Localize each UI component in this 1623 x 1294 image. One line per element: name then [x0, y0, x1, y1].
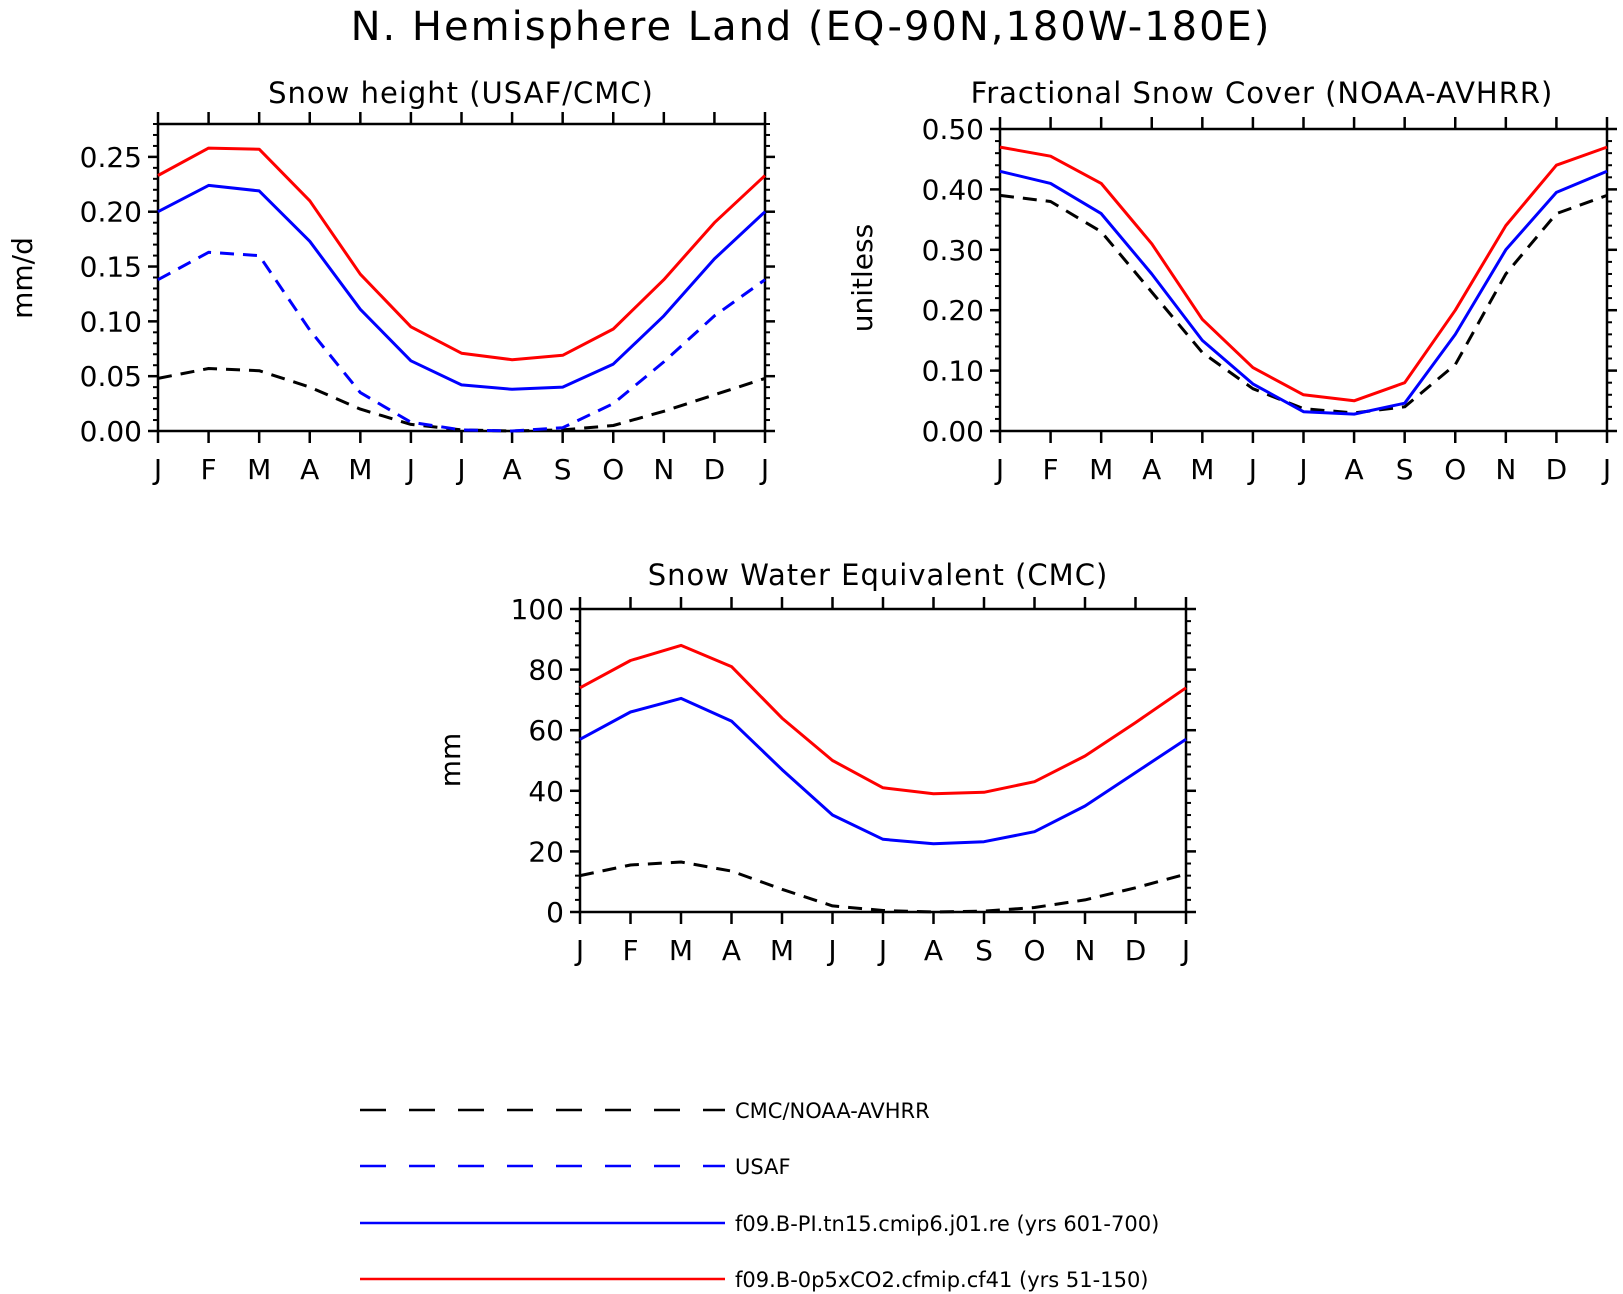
x-tick-label: J: [1247, 453, 1257, 486]
x-tick-label: N: [1495, 453, 1516, 486]
panel-title-fractional-snow-cover: Fractional Snow Cover (NOAA-AVHRR): [971, 76, 1554, 110]
panel-snow-water-equivalent: Snow Water Equivalent (CMC) mm 0 20 40 60 80…: [434, 558, 1196, 967]
series-line-f09-b-0p5xco2-cfmip-cf41-yrs-51-150: [157, 146, 767, 362]
y-tick-label: 0.15: [80, 251, 142, 284]
x-tick-label: A: [924, 934, 943, 967]
x-tick-label: J: [405, 453, 415, 486]
y-tick-label: 80: [528, 654, 564, 687]
y-tick-label: 0.05: [80, 360, 142, 393]
x-tick-label: M: [1190, 453, 1214, 486]
x-tick-label: J: [826, 934, 836, 967]
x-tick-label: A: [722, 934, 741, 967]
series-line-f09-b-pi-tn15-cmip6-j01-re-yrs-601-700: [579, 696, 1187, 846]
x-tick-label: A: [1345, 453, 1364, 486]
ylabel-snow-water-equivalent: mm: [434, 733, 467, 788]
series-line-cmc-noaa-avhrr: [999, 193, 1608, 415]
x-tick-label: J: [994, 453, 1004, 486]
x-tick-label: M: [348, 453, 372, 486]
legend-entry: f09.B-0p5xCO2.cfmip.cf41 (yrs 51-150): [360, 1268, 1149, 1292]
y-tick-label: 60: [528, 714, 564, 747]
plot-snow-height: 0.000.050.100.150.200.25J F M A M J J A S O N D J: [80, 112, 775, 486]
panel-snow-height: Snow height (USAF/CMC) mm/d 0.00 0.05 0.10…: [6, 76, 775, 486]
panel-title-snow-water-equivalent: Snow Water Equivalent (CMC): [648, 558, 1109, 592]
x-tick-label: A: [300, 453, 319, 486]
ylabel-fractional-snow-cover: unitless: [846, 224, 879, 332]
y-tick-label: 0.50: [922, 113, 984, 146]
y-tick-label: 0.10: [80, 305, 142, 338]
x-tick-label: M: [770, 934, 794, 967]
y-tick-label: 0.10: [922, 355, 984, 388]
y-tick-label: 20: [528, 835, 564, 868]
x-tick-label: J: [1297, 453, 1307, 486]
panel-title-snow-height: Snow height (USAF/CMC): [268, 76, 654, 110]
panel-fractional-snow-cover: Fractional Snow Cover (NOAA-AVHRR) unitl…: [846, 76, 1617, 486]
x-tick-label: N: [1075, 934, 1096, 967]
x-tick-label: A: [503, 453, 522, 486]
series-line-usaf: [157, 250, 766, 433]
x-tick-label: J: [1180, 934, 1190, 967]
series-line-f09-b-0p5xco2-cfmip-cf41-yrs-51-150: [999, 145, 1608, 403]
y-tick-label: 0: [546, 896, 564, 929]
series-line-f09-b-pi-tn15-cmip6-j01-re-yrs-601-700: [999, 169, 1608, 416]
series-line-f09-b-0p5xco2-cfmip-cf41-yrs-51-150: [579, 643, 1187, 796]
x-tick-label: J: [574, 934, 584, 967]
x-tick-label: S: [975, 934, 993, 967]
x-tick-label: J: [455, 453, 465, 486]
plot-frame: [998, 127, 1609, 433]
x-tick-label: J: [152, 453, 162, 486]
y-tick-label: 0.20: [922, 294, 984, 327]
x-tick-label: N: [653, 453, 674, 486]
plot-fractional-snow-cover: 0.000.100.200.300.400.50J F M A M J J A S O N D J: [922, 113, 1617, 486]
y-tick-label: 0.30: [922, 234, 984, 267]
series-line-cmc-noaa-avhrr: [157, 367, 766, 433]
x-tick-label: S: [1396, 453, 1414, 486]
x-tick-label: M: [669, 934, 693, 967]
x-tick-label: F: [1043, 453, 1059, 486]
x-tick-label: D: [704, 453, 726, 486]
legend-label-0p5xco2: f09.B-0p5xCO2.cfmip.cf41 (yrs 51-150): [735, 1268, 1149, 1292]
legend-label-cmc-noaa-avhrr: CMC/NOAA-AVHRR: [735, 1099, 930, 1123]
y-tick-label: 0.25: [80, 141, 142, 174]
x-tick-label: S: [554, 453, 572, 486]
series-line-f09-b-pi-tn15-cmip6-j01-re-yrs-601-700: [157, 183, 767, 391]
y-tick-label: 0.40: [922, 173, 984, 206]
x-tick-label: J: [1601, 453, 1611, 486]
y-tick-label: 40: [528, 775, 564, 808]
x-tick-label: O: [1023, 934, 1045, 967]
x-tick-label: A: [1142, 453, 1161, 486]
x-tick-label: M: [1089, 453, 1113, 486]
legend: CMC/NOAA-AVHRR USAF f09.B-PI.tn15.cmip6.…: [360, 1099, 1159, 1292]
x-tick-label: O: [1444, 453, 1466, 486]
y-tick-label: 0.00: [922, 415, 984, 448]
x-tick-label: F: [201, 453, 217, 486]
figure-title: N. Hemisphere Land (EQ-90N,180W-180E): [351, 4, 1272, 50]
x-tick-label: J: [759, 453, 769, 486]
legend-entry: USAF: [360, 1155, 791, 1179]
y-tick-label: 0.20: [80, 196, 142, 229]
x-tick-label: D: [1546, 453, 1568, 486]
y-tick-label: 100: [511, 593, 564, 626]
series-line-cmc-noaa-avhrr: [579, 860, 1187, 914]
x-tick-label: M: [247, 453, 271, 486]
ylabel-snow-height: mm/d: [6, 237, 39, 319]
legend-entry: CMC/NOAA-AVHRR: [360, 1099, 930, 1123]
legend-label-usaf: USAF: [735, 1155, 791, 1179]
legend-entry: f09.B-PI.tn15.cmip6.j01.re (yrs 601-700): [360, 1212, 1159, 1236]
x-tick-label: F: [622, 934, 638, 967]
plot-frame: [578, 607, 1188, 914]
x-tick-label: D: [1125, 934, 1147, 967]
y-tick-label: 0.00: [80, 415, 142, 448]
x-tick-label: O: [602, 453, 624, 486]
legend-label-pi-control: f09.B-PI.tn15.cmip6.j01.re (yrs 601-700): [735, 1212, 1159, 1236]
x-tick-label: J: [877, 934, 887, 967]
